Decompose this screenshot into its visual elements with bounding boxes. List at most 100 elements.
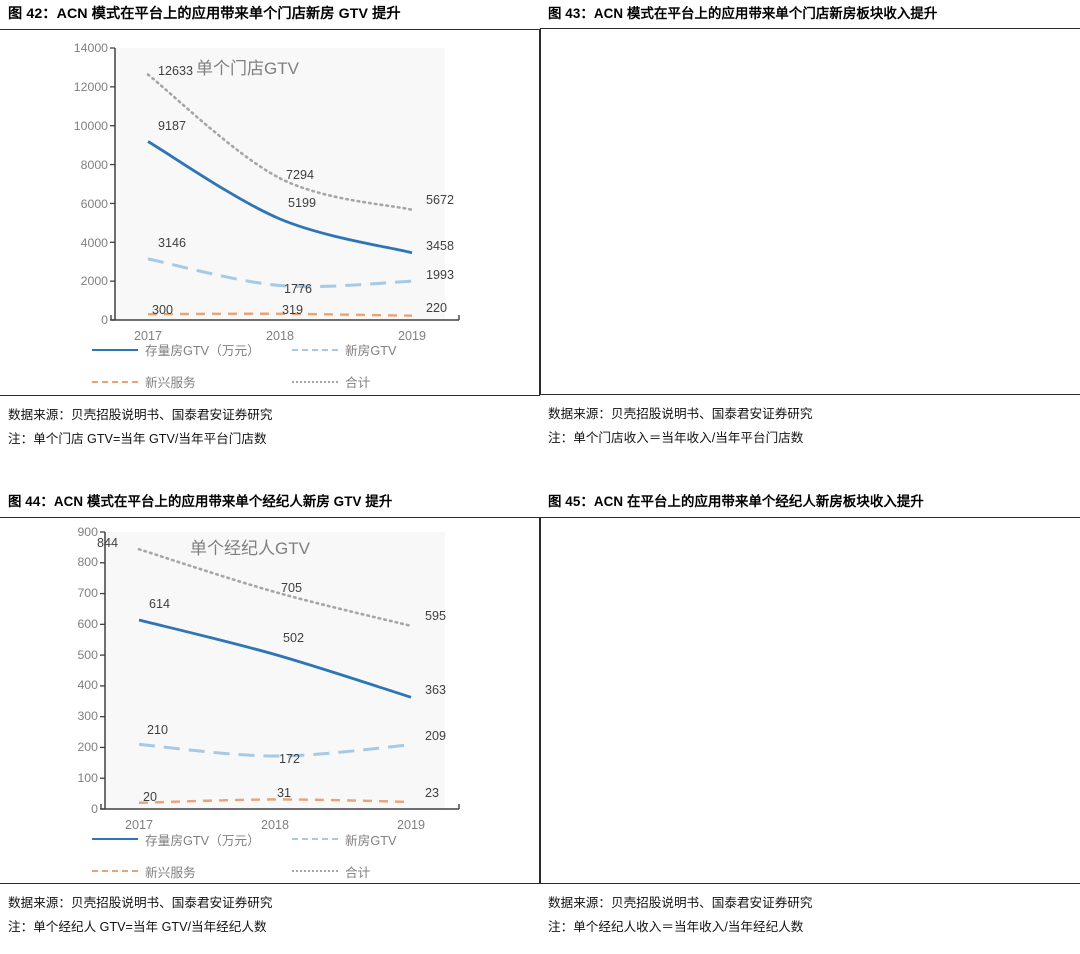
figure-panel-42: 图 42：ACN 模式在平台上的应用带来单个门店新房 GTV 提升 单个门店GT…: [0, 0, 540, 454]
legend-item-1[interactable]: 新房GTV: [292, 340, 396, 359]
legend-item-0[interactable]: 存量房GTV（万元）: [92, 830, 292, 849]
data-label: 5672: [426, 193, 455, 208]
chart-frame-44: 单个经纪人GTV 0 100 200 300 400 500 600 700 800 900 2017…: [0, 516, 540, 884]
series-line-2: [138, 797, 412, 804]
figure-title-43: 图 43：ACN 模式在平台上的应用带来单个门店新房板块收入提升: [548, 6, 938, 21]
legend-label: 新房GTV: [345, 833, 397, 848]
chart-title: 单个经纪人GTV: [190, 538, 310, 558]
legend-row: 存量房GTV（万元） 新房GTV: [92, 340, 396, 359]
row-spacer: [0, 454, 1080, 488]
data-label: 9187: [158, 118, 187, 133]
legend-item-1[interactable]: 新房GTV: [292, 830, 396, 849]
data-label: 844: [97, 535, 119, 550]
chart-legend: 存量房GTV（万元） 新房GTV 新兴服务 合计: [92, 340, 396, 404]
y-axis-tick-label: 0: [101, 313, 108, 328]
chart-44[interactable]: 单个经纪人GTV 0 100 200 300 400 500 600 700 800 900 2017…: [0, 518, 539, 883]
y-axis-tick-label: 300: [77, 709, 98, 724]
data-label: 7294: [286, 167, 315, 182]
data-label: 3458: [426, 239, 455, 254]
note-line-42: 注：单个门店 GTV=当年 GTV/当年平台门店数: [8, 432, 267, 447]
legend-label: 存量房GTV（万元）: [145, 344, 260, 359]
y-axis-tick-label: 100: [77, 770, 98, 785]
chart-plot-area: [100, 530, 460, 810]
data-label: 614: [149, 596, 171, 611]
legend-item-3[interactable]: 合计: [292, 862, 370, 881]
series-line-1: [138, 742, 412, 758]
legend-key-icon: [92, 870, 138, 873]
data-label: 363: [425, 682, 447, 697]
legend-key-icon: [292, 348, 338, 351]
figure-footer-42: 数据来源：贝壳招股说明书、国泰君安证券研究 注：单个门店 GTV=当年 GTV/…: [0, 396, 540, 454]
y-axis-tick-label: 500: [77, 647, 98, 662]
figure-row-bottom: 图 44：ACN 模式在平台上的应用带来单个经纪人新房 GTV 提升 单个经纪人…: [0, 488, 1080, 941]
figure-title-45: 图 45：ACN 在平台上的应用带来单个经纪人新房板块收入提升: [548, 494, 924, 510]
figure-panel-44: 图 44：ACN 模式在平台上的应用带来单个经纪人新房 GTV 提升 单个经纪人…: [0, 488, 540, 941]
series-line-0: [138, 618, 412, 699]
x-axis-tick-label: 2018: [265, 329, 295, 344]
chart-frame-45: 单个经纪人收入0.05.010.015.020.025.020172018201…: [540, 516, 1080, 884]
note-line-43: 注：单个门店收入＝当年收入/当年平台门店数: [548, 431, 804, 446]
y-axis-tick-label: 700: [77, 586, 98, 601]
y-axis-tick-label: 6000: [80, 196, 108, 211]
figure-row-top: 图 42：ACN 模式在平台上的应用带来单个门店新房 GTV 提升 单个门店GT…: [0, 0, 1080, 454]
data-label: 220: [426, 301, 448, 316]
data-label: 300: [152, 303, 174, 318]
figure-panel-43: 图 43：ACN 模式在平台上的应用带来单个门店新房板块收入提升 单个门店收入-…: [540, 0, 1080, 454]
chart-frame-43: 单个门店收入-501001502002503003502017201820192…: [540, 28, 1080, 396]
y-axis-tick-label: 4000: [80, 235, 108, 250]
figure-title-42: 图 42：ACN 模式在平台上的应用带来单个门店新房 GTV 提升: [8, 6, 401, 22]
data-label: 12633: [158, 63, 194, 78]
data-label: 1993: [426, 267, 455, 282]
figure-panel-45: 图 45：ACN 在平台上的应用带来单个经纪人新房板块收入提升 单个经纪人收入0…: [540, 488, 1080, 941]
legend-label: 新房GTV: [345, 344, 397, 359]
chart-legend: 存量房GTV（万元） 新房GTV 新兴服务 合计: [92, 830, 396, 894]
source-line-44: 数据来源：贝壳招股说明书、国泰君安证券研究: [8, 895, 273, 910]
y-axis-tick-label: 14000: [73, 41, 108, 56]
source-line-42: 数据来源：贝壳招股说明书、国泰君安证券研究: [8, 408, 273, 423]
chart-45[interactable]: 单个经纪人收入0.05.010.015.020.025.020172018201…: [541, 518, 1080, 883]
legend-label: 存量房GTV（万元）: [145, 833, 260, 848]
data-label: 595: [425, 609, 447, 624]
legend-row: 存量房GTV（万元） 新房GTV: [92, 830, 396, 849]
x-axis-tick-label: 2019: [396, 817, 426, 832]
legend-key-icon: [92, 838, 138, 841]
legend-item-0[interactable]: 存量房GTV（万元）: [92, 340, 292, 359]
source-line-45: 数据来源：贝壳招股说明书、国泰君安证券研究: [548, 895, 813, 910]
y-axis-tick-label: 10000: [73, 119, 108, 134]
y-axis-tick-label: 2000: [80, 274, 108, 289]
note-line-45: 注：单个经纪人收入＝当年收入/当年经纪人数: [548, 919, 804, 934]
chart-plot-area: [541, 518, 1080, 885]
chart-42[interactable]: 单个门店GTV 0 2000 4000 6000 8000 10000 12000 14000 2…: [0, 30, 539, 395]
legend-item-3[interactable]: 合计: [292, 372, 370, 391]
data-label: 23: [425, 786, 440, 801]
legend-key-icon: [292, 838, 338, 841]
legend-key-icon: [92, 380, 138, 383]
note-line-44: 注：单个经纪人 GTV=当年 GTV/当年经纪人数: [8, 919, 267, 934]
source-line-43: 数据来源：贝壳招股说明书、国泰君安证券研究: [548, 407, 813, 422]
legend-key-icon: [92, 348, 138, 351]
legend-key-icon: [292, 870, 338, 873]
data-label: 705: [281, 580, 303, 595]
data-label: 3146: [158, 236, 187, 251]
series-line-2: [147, 312, 413, 318]
chart-title: 单个门店GTV: [196, 59, 299, 79]
series-line-3: [137, 547, 413, 627]
y-axis-tick-label: 12000: [73, 80, 108, 95]
legend-item-2[interactable]: 新兴服务: [92, 372, 292, 391]
data-label: 1776: [284, 281, 313, 296]
y-axis-tick-label: 0: [91, 801, 98, 816]
legend-row: 新兴服务 合计: [92, 862, 396, 881]
y-axis-tick-label: 800: [77, 555, 98, 570]
y-axis-tick-label: 400: [77, 678, 98, 693]
data-label: 31: [277, 786, 292, 801]
chart-43[interactable]: 单个门店收入-501001502002503003502017201820192…: [541, 29, 1080, 394]
series-line-3: [146, 73, 414, 212]
legend-row: 新兴服务 合计: [92, 372, 396, 391]
plot-background: [105, 531, 445, 809]
chart-plot-area: [541, 29, 1080, 396]
series-line-0: [147, 140, 413, 255]
chart-plot-area: [110, 47, 460, 322]
legend-item-2[interactable]: 新兴服务: [92, 862, 292, 881]
figure-title-44: 图 44：ACN 模式在平台上的应用带来单个经纪人新房 GTV 提升: [8, 494, 393, 510]
